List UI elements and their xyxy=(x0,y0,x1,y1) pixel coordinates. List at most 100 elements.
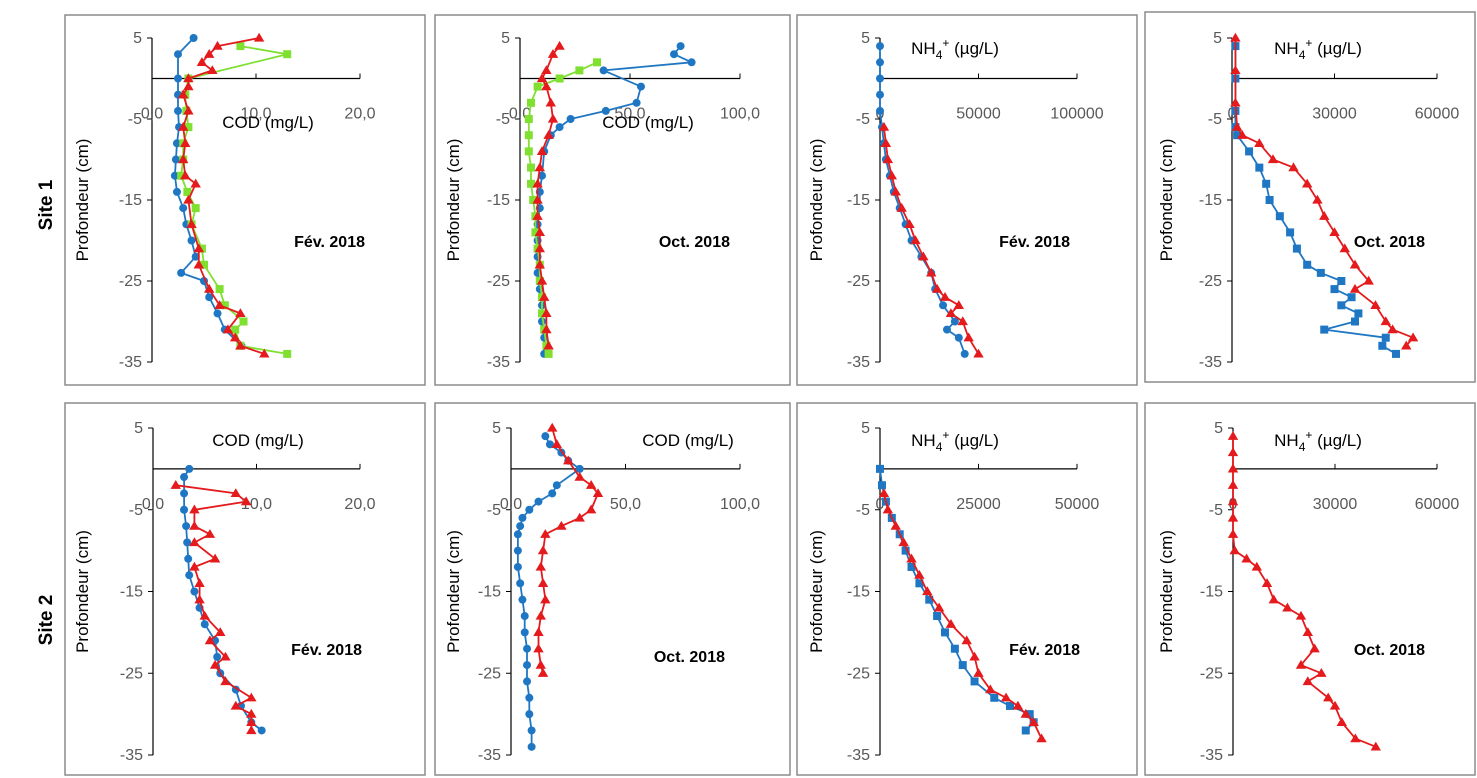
date-label: Fév. 2018 xyxy=(999,234,1070,251)
y-tick-label: -35 xyxy=(1199,354,1222,371)
data-point-blue xyxy=(189,34,198,42)
data-point-green xyxy=(215,285,224,294)
y-tick-label: -5 xyxy=(1209,502,1223,519)
data-point-red xyxy=(540,594,551,604)
data-point-red xyxy=(1254,138,1265,147)
data-point-red xyxy=(235,340,246,350)
x-axis-label: COD (mg/L) xyxy=(212,431,304,450)
y-tick-label: -15 xyxy=(119,192,142,209)
data-point-red xyxy=(186,219,197,228)
data-point-red xyxy=(933,602,945,612)
data-point-red xyxy=(537,668,549,677)
date-label: Fév. 2018 xyxy=(1009,642,1080,659)
data-point-red xyxy=(1336,717,1347,726)
data-point-red xyxy=(882,504,894,514)
data-point-green xyxy=(593,58,601,67)
data-point-blue xyxy=(174,50,182,59)
data-point-red xyxy=(1363,275,1374,285)
data-point-red xyxy=(536,275,548,285)
data-point-red xyxy=(882,154,894,164)
data-point-red xyxy=(898,537,909,547)
data-point-blue xyxy=(687,58,696,67)
y-axis-label: Profondeur (cm) xyxy=(1157,139,1176,262)
data-point-red xyxy=(209,553,221,563)
data-point-green xyxy=(184,123,193,132)
data-point-blue xyxy=(171,155,180,164)
data-point-red xyxy=(1227,480,1239,489)
data-point-red xyxy=(535,610,546,620)
chart-panel-7: 5 -5 -15 -25 -35 0 25000 50000 Profondeur (cm) NH… xyxy=(796,402,1138,776)
y-axis-label: Profondeur (cm) xyxy=(73,530,92,653)
data-point-blue xyxy=(1286,228,1295,237)
data-point-red xyxy=(939,292,951,301)
data-point-red xyxy=(189,561,200,571)
x-tick-label: 0,0 xyxy=(142,496,164,513)
data-point-blue xyxy=(191,252,200,261)
y-tick-label: -35 xyxy=(120,747,143,764)
data-point-red xyxy=(230,700,241,710)
y-tick-label: 5 xyxy=(1214,420,1223,437)
data-point-blue xyxy=(185,571,194,580)
data-point-red xyxy=(196,57,208,66)
data-point-blue xyxy=(525,505,534,514)
y-axis-label: Profondeur (cm) xyxy=(444,530,463,653)
x-tick-label: 60000 xyxy=(1415,496,1460,513)
data-point-green xyxy=(197,244,206,253)
data-point-blue xyxy=(180,473,189,482)
y-axis-label: Profondeur (cm) xyxy=(807,530,826,653)
data-point-red xyxy=(1350,733,1361,743)
data-point-red xyxy=(253,32,265,42)
data-point-red xyxy=(1227,496,1239,506)
data-point-red xyxy=(189,520,200,530)
data-point-blue xyxy=(190,587,199,596)
data-point-blue xyxy=(172,187,181,196)
data-point-blue xyxy=(1330,285,1339,294)
data-point-red xyxy=(214,300,225,309)
data-point-red xyxy=(193,259,204,269)
y-tick-label: -15 xyxy=(120,584,143,601)
data-point-red xyxy=(190,178,201,188)
data-point-red xyxy=(189,504,200,514)
data-point-blue xyxy=(174,74,182,83)
data-point-blue xyxy=(525,693,534,702)
y-tick-label: 5 xyxy=(861,420,870,437)
data-point-green xyxy=(183,187,192,196)
data-point-red xyxy=(539,292,550,301)
data-point-red xyxy=(1282,602,1293,612)
x-tick-label: 100000 xyxy=(1050,106,1103,123)
data-point-blue xyxy=(180,505,189,514)
data-point-red xyxy=(534,162,545,172)
y-tick-label: 5 xyxy=(492,420,501,437)
data-point-red xyxy=(189,537,200,547)
chart-panel-3: 5-5-15-25-35050000100000Profondeur (cm)N… xyxy=(796,14,1138,386)
data-point-red xyxy=(973,348,984,358)
data-point-blue xyxy=(876,58,884,67)
data-point-green xyxy=(239,317,248,326)
x-tick-label: 30000 xyxy=(1312,106,1357,123)
series-line-red xyxy=(175,484,253,731)
data-point-blue xyxy=(516,522,525,531)
data-point-red xyxy=(1227,430,1239,440)
data-point-red xyxy=(878,121,890,131)
data-point-blue xyxy=(1337,277,1346,285)
y-tick-label: -5 xyxy=(129,502,143,519)
y-tick-label: 5 xyxy=(861,30,870,47)
data-point-green xyxy=(191,204,200,213)
y-tick-label: -25 xyxy=(487,273,510,290)
data-point-red xyxy=(1401,340,1412,350)
data-point-red xyxy=(246,717,257,726)
data-point-blue xyxy=(1320,325,1329,334)
data-point-red xyxy=(953,300,964,309)
data-point-red xyxy=(220,676,231,686)
data-point-blue xyxy=(632,98,641,107)
data-point-blue xyxy=(941,628,950,637)
data-point-blue xyxy=(970,677,979,686)
data-point-red xyxy=(536,146,548,156)
data-point-red xyxy=(1227,529,1239,538)
data-point-red xyxy=(532,194,543,204)
data-point-red xyxy=(178,154,189,164)
panel-frame xyxy=(796,402,1138,776)
data-point-red xyxy=(1231,121,1243,131)
data-point-blue xyxy=(179,204,188,213)
data-point-green xyxy=(555,74,564,83)
